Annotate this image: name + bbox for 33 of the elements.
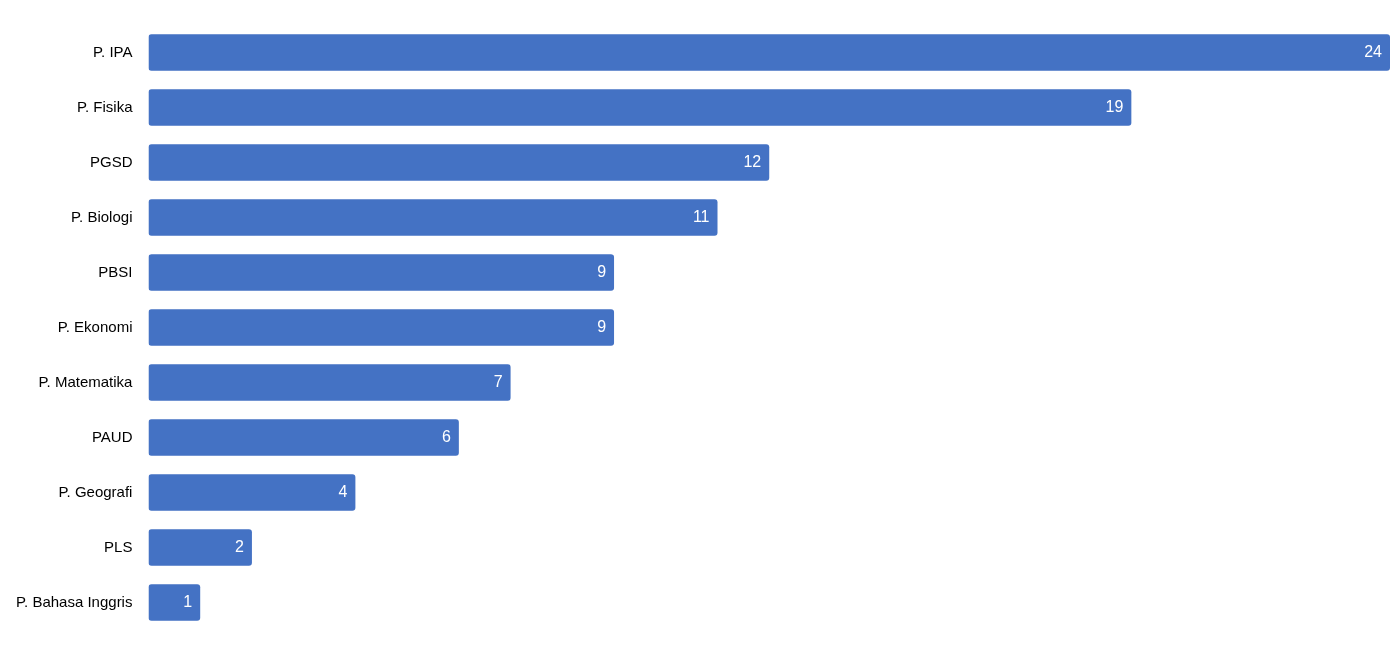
bar xyxy=(148,529,252,566)
bar xyxy=(148,364,511,401)
bar xyxy=(148,199,718,236)
data-label: 24 xyxy=(1364,42,1383,60)
bar xyxy=(148,34,1390,71)
bar xyxy=(148,144,770,181)
y-tick-label: P. IPA xyxy=(92,42,133,60)
y-tick-label: PBSI xyxy=(98,262,133,280)
data-label: 11 xyxy=(692,207,710,225)
data-label: 2 xyxy=(235,537,245,555)
bar xyxy=(148,309,615,346)
y-tick-label: P. Biologi xyxy=(71,207,133,225)
bar xyxy=(148,254,615,291)
bar xyxy=(148,584,201,621)
y-tick-label: PLS xyxy=(104,537,133,555)
data-label: 6 xyxy=(441,427,451,445)
y-tick-label: P. Fisika xyxy=(76,97,134,115)
y-tick-label: P. Bahasa Inggris xyxy=(15,592,133,610)
data-label: 7 xyxy=(493,372,503,390)
y-tick-label: PGSD xyxy=(89,152,133,170)
data-label: 4 xyxy=(338,482,348,500)
y-tick-label: P. Geografi xyxy=(58,482,133,500)
y-tick-label: PAUD xyxy=(91,427,133,445)
data-label: 1 xyxy=(183,592,193,610)
data-label: 9 xyxy=(597,262,607,280)
data-label: 19 xyxy=(1105,97,1124,115)
data-label: 12 xyxy=(743,152,762,170)
data-label: 9 xyxy=(597,317,607,335)
bar xyxy=(148,419,459,456)
bar xyxy=(148,89,1132,126)
y-tick-label: P. Matematika xyxy=(38,372,134,390)
y-tick-label: P. Ekonomi xyxy=(57,317,133,335)
bar xyxy=(148,474,356,511)
